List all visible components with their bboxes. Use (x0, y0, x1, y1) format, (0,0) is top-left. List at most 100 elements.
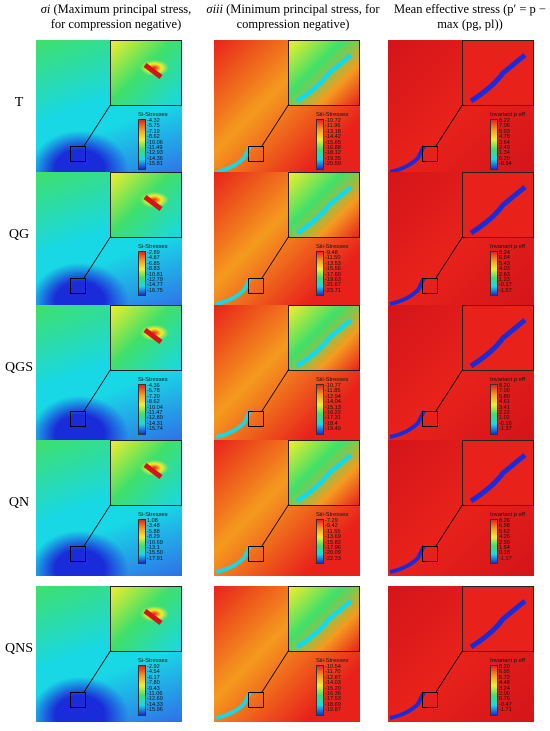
colorbar-tick-label: -19.49 (325, 426, 341, 433)
colorbar-tick-label: -11.96 (325, 123, 341, 130)
zoom-region-box (70, 278, 86, 294)
colorbar-tick-labels: 8.26 6.98 5.62 4.26 2.90 1.54 0.18 -1.17 (499, 518, 512, 562)
colorbar-tick-label: 8.26 (499, 518, 510, 524)
colorbar-tick-label: -4.54 (147, 669, 160, 676)
crack-streak (389, 410, 426, 439)
colorbar-tick-label: -8.62 (147, 399, 160, 406)
colorbar-tick-label: -12.69 (147, 696, 163, 703)
colorbar-tick-labels: -2.89 -4.87 -6.85 -8.83 -10.81 -12.79 -14.77 -1… (147, 250, 163, 294)
colorbar-tick-label: -20.09 (325, 550, 341, 557)
colorbar-tick-label: -0.94 (499, 161, 512, 168)
panel-qgs-p-eff: Invariant p eff 8.20 7.00 5.80 4.61 3.41 2.22 1… (388, 305, 534, 441)
colorbar-tick-label: 1.08 (147, 518, 158, 524)
zoom-region-box (248, 546, 264, 562)
colorbar-tick-label: -19.63 (325, 277, 341, 284)
colorbar-tick-label: -15.74 (147, 426, 163, 433)
colorbar-tick-label: -9.43 (147, 685, 160, 692)
colorbar-tick-label: 2.90 (499, 539, 510, 546)
colorbar-tick-label: 8.20 (499, 383, 510, 389)
zoom-region-box (248, 278, 264, 294)
panel-qns-p-eff: Invariant p eff 8.20 6.95 5.72 4.48 3.24 2.00 0… (388, 586, 534, 722)
colorbar-tick-label: -2.92 (147, 664, 160, 670)
colorbar-tick-label: 4.26 (499, 534, 510, 541)
panel-qg-sigma-i: Si-Stresses -2.89 -4.87 -6.85 -8.83 -10.81 -12… (36, 172, 182, 308)
colorbar-tick-label: -0.47 (499, 701, 512, 708)
zoom-inset (110, 586, 182, 652)
colorbar-tick-label: 2.49 (499, 145, 510, 152)
col1-text: (Maximum principal stress, for compressi… (50, 2, 192, 31)
zoom-inset (288, 440, 360, 506)
colorbar-tick-label: -17.31 (325, 415, 341, 422)
colorbar-tick-label: 6.95 (499, 669, 510, 676)
zoom-region-box (70, 692, 86, 708)
crack-streak (215, 691, 252, 720)
panel-qn-sigma-i: Si-Stresses 1.08 -3.48 -5.88 -8.29 -10.69 -13.… (36, 440, 182, 576)
colorbar (316, 519, 324, 565)
colorbar-tick-labels: 8.20 7.00 5.80 4.61 3.41 2.22 1.02 -0.16 -1.37 (499, 383, 512, 433)
panel-qns-sigma-iii: Siii-Stresses -10.54 -11.70 -12.87 -14.03 -15… (214, 586, 360, 722)
colorbar-tick-label: 1.02 (499, 415, 510, 422)
col3-text: Mean effective stress (p′ = p − max (pg,… (394, 2, 546, 31)
colorbar-tick-label: -11.50 (325, 255, 341, 262)
colorbar-tick-label: -6.17 (147, 674, 160, 681)
colorbar-tick-label: -7.20 (147, 393, 160, 400)
column-header-max-principal: σi (Maximum principal stress, for compre… (36, 2, 196, 32)
colorbar-tick-label: -4.36 (147, 383, 160, 389)
colorbar-tick-label: -17.60 (325, 271, 341, 278)
colorbar-tick-label: 0.20 (499, 155, 510, 162)
panel-t-sigma-i: Si-Stresses -4.32 -5.75 -7.19 -8.62 -10.06 -11… (36, 40, 182, 176)
colorbar-tick-labels: 1.08 -3.48 -5.88 -8.29 -10.69 -13.1 -15.50 -17.… (147, 518, 163, 562)
zoom-inset (110, 172, 182, 238)
colorbar-tick-label: -16.75 (147, 287, 163, 294)
zoom-inset (462, 305, 534, 371)
colorbar-tick-label: 4.61 (499, 399, 510, 406)
inset-crack (295, 453, 353, 504)
colorbar-tick-label: 5.80 (499, 393, 510, 400)
zoom-region-box (248, 692, 264, 708)
colorbar-title: Invariant p eff (490, 377, 526, 383)
crack-streak (389, 145, 426, 174)
zoom-inset (288, 172, 360, 238)
colorbar-tick-label: -11.06 (147, 691, 163, 698)
zoom-inset (110, 305, 182, 371)
zoom-inset (110, 440, 182, 506)
colorbar-tick-label: -14.42 (325, 134, 341, 141)
colorbar-tick-label: -1.37 (499, 426, 512, 433)
colorbar-tick-label: -23.71 (325, 287, 341, 294)
colorbar (490, 519, 498, 565)
colorbar-tick-label: -4.32 (147, 118, 160, 124)
colorbar-tick-label: -14.77 (147, 282, 163, 289)
colorbar-tick-labels: 8.24 6.84 5.43 4.03 2.63 1.23 -0.17 -1.57 (499, 250, 512, 294)
colorbar-tick-label: -18.4 (325, 420, 338, 427)
colorbar (316, 665, 324, 716)
inset-crack (469, 185, 527, 236)
colorbar-tick-label: -0.16 (499, 420, 512, 427)
colorbar-tick-label: 5.62 (499, 528, 510, 535)
colorbar-tick-label: -15.65 (325, 139, 341, 146)
column-header-min-principal: σiii (Minimum principal stress, for comp… (198, 2, 388, 32)
colorbar-tick-label: -22.23 (325, 555, 341, 562)
colorbar-tick-label: 8.20 (499, 664, 510, 670)
colorbar-tick-label: -4.87 (147, 255, 160, 262)
colorbar (316, 251, 324, 297)
row-label-qn: QN (8, 495, 30, 510)
colorbar-tick-label: -7.19 (147, 128, 160, 135)
colorbar-tick-labels: -2.92 -4.54 -6.17 -7.80 -9.43 -11.06 -12.69 -14… (147, 664, 163, 714)
panel-qg-p-eff: Invariant p eff 8.24 6.84 5.43 4.03 2.63 1.23-… (388, 172, 534, 308)
colorbar (138, 251, 146, 297)
colorbar-tick-label: -15.13 (325, 404, 341, 411)
colorbar (316, 384, 324, 435)
colorbar-tick-label: -6.85 (147, 260, 160, 267)
colorbar-tick-label: -19.35 (325, 155, 341, 162)
colorbar-tick-label: 1.23 (499, 277, 510, 284)
colorbar-tick-label: 5.72 (499, 674, 510, 681)
inset-crack (469, 318, 527, 369)
zoom-inset (462, 586, 534, 652)
colorbar-title: Invariant p eff (490, 512, 526, 518)
colorbar-tick-label: -16.88 (325, 145, 341, 152)
colorbar (138, 384, 146, 435)
colorbar-tick-label: 5.93 (499, 128, 510, 135)
colorbar-tick-label: -15.82 (325, 539, 341, 546)
zoom-region-box (70, 546, 86, 562)
colorbar-tick-label: 4.78 (499, 134, 510, 141)
